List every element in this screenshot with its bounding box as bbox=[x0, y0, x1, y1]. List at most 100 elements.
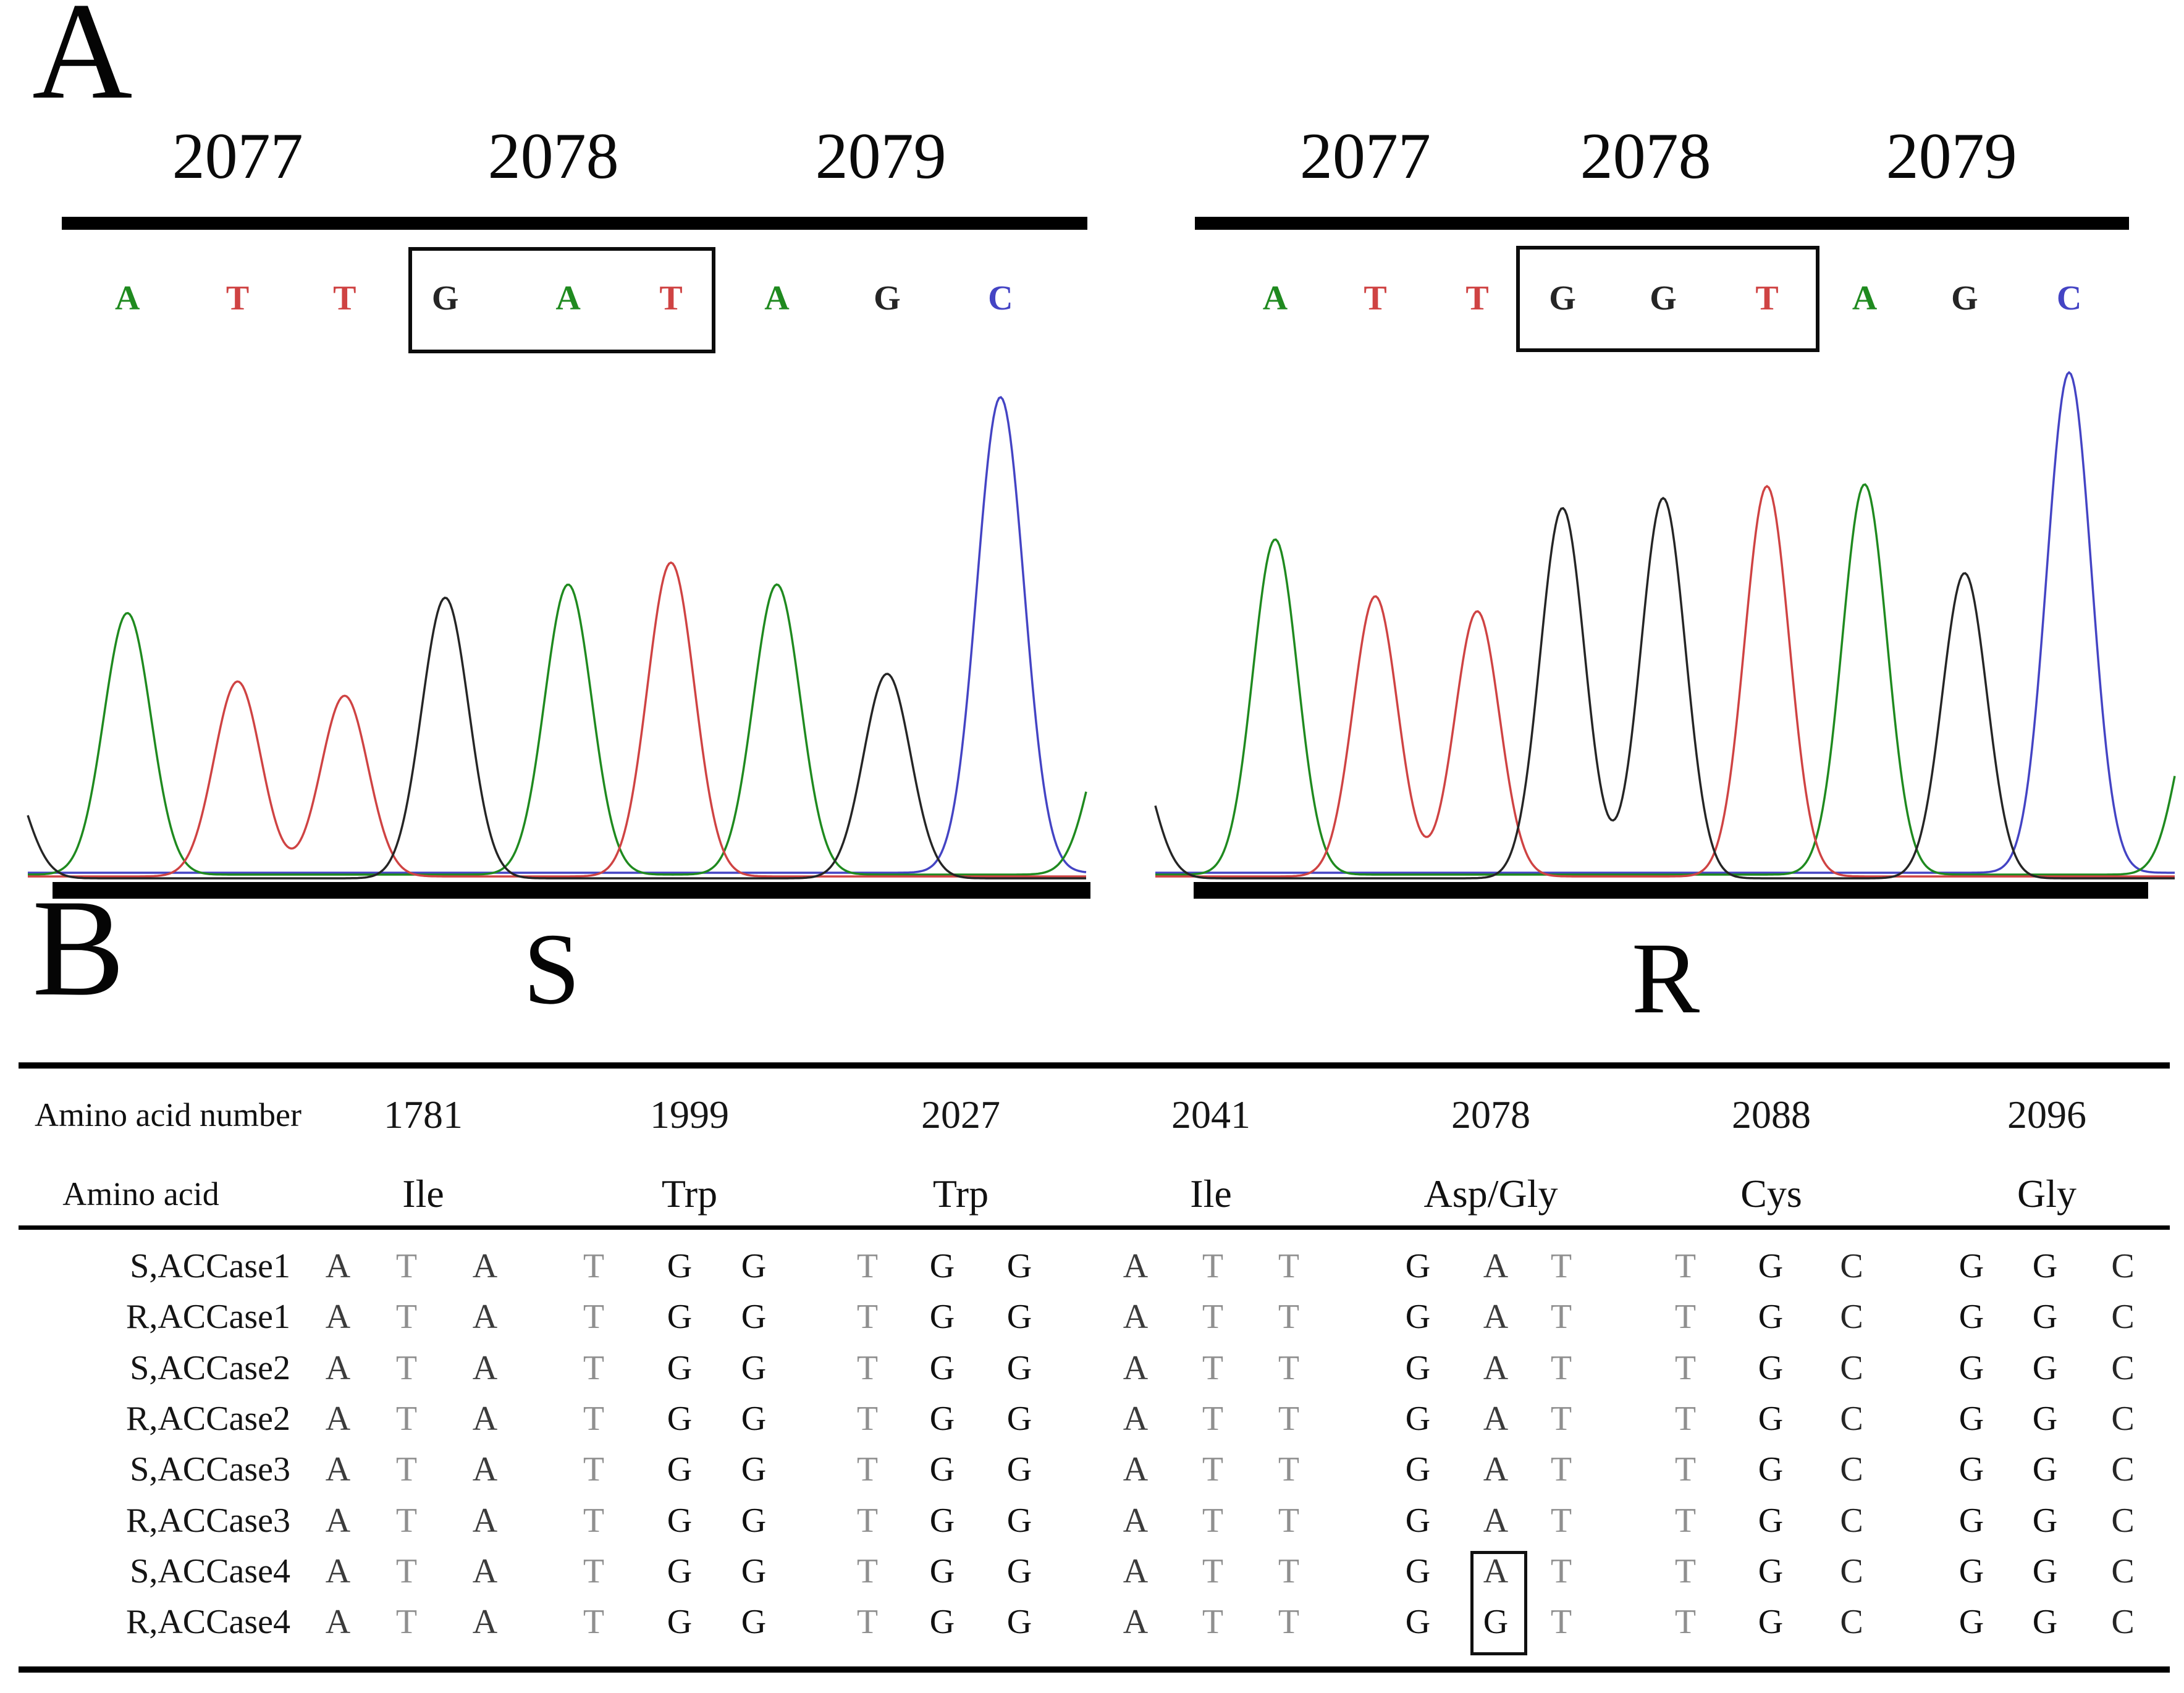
base-cell: T bbox=[1550, 1603, 1572, 1642]
trace-g bbox=[27, 596, 1086, 880]
base-cell: T bbox=[1550, 1298, 1572, 1337]
base-cell: G bbox=[667, 1450, 693, 1489]
base-cell: A bbox=[472, 1348, 498, 1387]
table-row-label: S,ACCase4 bbox=[130, 1552, 290, 1590]
base-cell: C bbox=[1840, 1603, 1863, 1642]
base-cell: C bbox=[2111, 1247, 2135, 1285]
base-cell: G bbox=[2032, 1501, 2058, 1540]
base-cell: T bbox=[1278, 1247, 1300, 1285]
trace-c bbox=[28, 395, 1087, 874]
base-cell: C bbox=[1840, 1450, 1863, 1489]
base-cell: A bbox=[1123, 1501, 1149, 1540]
base-cell: C bbox=[1840, 1247, 1863, 1285]
base-cell: G bbox=[741, 1298, 767, 1337]
amino-acid-number-value: 1999 bbox=[650, 1093, 729, 1136]
base-cell: T bbox=[395, 1552, 418, 1590]
base-cell: G bbox=[1006, 1247, 1032, 1285]
codon-position-label: 2078 bbox=[1580, 120, 1711, 192]
table-bottom-rule bbox=[19, 1666, 2170, 1673]
base-cell: A bbox=[1483, 1399, 1509, 1438]
base-cell: A bbox=[1123, 1450, 1149, 1489]
base-cell: G bbox=[1758, 1603, 1784, 1642]
base-cell: G bbox=[1006, 1298, 1032, 1337]
base-cell: G bbox=[2032, 1399, 2058, 1438]
base-cell: T bbox=[1202, 1552, 1224, 1590]
sequence-letter: C bbox=[2056, 279, 2082, 317]
base-cell: G bbox=[1006, 1399, 1032, 1438]
chromatogram-baseline-bar bbox=[1194, 882, 2148, 899]
base-cell: T bbox=[1202, 1603, 1224, 1642]
base-cell: G bbox=[1958, 1552, 1984, 1590]
base-cell: G bbox=[1006, 1552, 1032, 1590]
sequence-letter: T bbox=[333, 279, 356, 317]
base-cell: C bbox=[1840, 1298, 1863, 1337]
base-cell: A bbox=[325, 1348, 351, 1387]
base-cell: G bbox=[929, 1603, 955, 1642]
position-ruler-bar bbox=[62, 217, 1087, 230]
base-cell: G bbox=[1758, 1399, 1784, 1438]
base-cell: T bbox=[856, 1501, 879, 1540]
amino-acid-number-value: 2088 bbox=[1732, 1093, 1811, 1136]
base-cell: T bbox=[1674, 1552, 1697, 1590]
base-cell: T bbox=[1278, 1450, 1300, 1489]
amino-acid-value: Asp/Gly bbox=[1423, 1172, 1558, 1216]
sequence-letter: A bbox=[114, 279, 140, 317]
base-cell: T bbox=[1674, 1348, 1697, 1387]
amino-acid-header-label: Amino acid bbox=[62, 1175, 219, 1212]
base-cell: T bbox=[583, 1450, 605, 1489]
trace-t bbox=[1155, 485, 2175, 878]
sequence-letter: A bbox=[764, 279, 790, 317]
base-cell: G bbox=[1958, 1450, 1984, 1489]
base-cell: T bbox=[1674, 1247, 1697, 1285]
table-row-label: S,ACCase1 bbox=[130, 1247, 290, 1285]
base-cell: A bbox=[472, 1450, 498, 1489]
base-cell: G bbox=[1758, 1348, 1784, 1387]
base-cell: T bbox=[856, 1298, 879, 1337]
base-cell: G bbox=[1405, 1552, 1431, 1590]
base-cell: G bbox=[929, 1501, 955, 1540]
base-cell: A bbox=[325, 1450, 351, 1489]
trace-a bbox=[1155, 483, 2176, 876]
sequence-letter: T bbox=[1755, 279, 1779, 317]
base-cell: T bbox=[583, 1247, 605, 1285]
base-cell: T bbox=[395, 1399, 418, 1438]
amino-acid-number-value: 2041 bbox=[1171, 1093, 1250, 1136]
base-cell: T bbox=[1278, 1348, 1300, 1387]
table-row-label: R,ACCase2 bbox=[126, 1399, 290, 1438]
chromatogram-name-label: S bbox=[523, 912, 580, 1025]
codon-position-label: 2079 bbox=[815, 120, 947, 192]
base-cell: C bbox=[2111, 1603, 2135, 1642]
base-cell: T bbox=[1278, 1298, 1300, 1337]
base-cell: C bbox=[2111, 1450, 2135, 1489]
base-cell: C bbox=[1840, 1348, 1863, 1387]
sequence-letter: A bbox=[1852, 279, 1878, 317]
base-cell: G bbox=[1006, 1603, 1032, 1642]
base-cell: G bbox=[1006, 1501, 1032, 1540]
base-cell: T bbox=[1550, 1399, 1572, 1438]
amino-acid-value: Trp bbox=[661, 1172, 718, 1216]
base-cell: G bbox=[2032, 1603, 2058, 1642]
base-cell: A bbox=[472, 1247, 498, 1285]
base-cell: G bbox=[2032, 1552, 2058, 1590]
base-cell: A bbox=[1123, 1552, 1149, 1590]
base-cell: A bbox=[1483, 1501, 1509, 1540]
base-cell: G bbox=[2032, 1450, 2058, 1489]
base-cell: A bbox=[1483, 1348, 1509, 1387]
base-cell: G bbox=[667, 1603, 693, 1642]
base-cell: G bbox=[1958, 1603, 1984, 1642]
sequence-letter: G bbox=[1650, 279, 1677, 317]
base-cell: G bbox=[2032, 1298, 2058, 1337]
base-cell: T bbox=[1550, 1501, 1572, 1540]
base-cell: C bbox=[1840, 1501, 1863, 1540]
amino-acid-number-value: 1781 bbox=[384, 1093, 463, 1136]
trace-a bbox=[28, 583, 1087, 876]
base-cell: T bbox=[856, 1399, 879, 1438]
base-cell: G bbox=[1006, 1450, 1032, 1489]
base-cell: T bbox=[583, 1298, 605, 1337]
base-cell: T bbox=[1278, 1399, 1300, 1438]
chromatogram-trace-plot bbox=[1154, 371, 2176, 880]
base-cell: G bbox=[2032, 1247, 2058, 1285]
base-cell: G bbox=[741, 1603, 767, 1642]
table-row-label: R,ACCase4 bbox=[126, 1603, 290, 1642]
mutation-highlight-box bbox=[1470, 1550, 1527, 1656]
